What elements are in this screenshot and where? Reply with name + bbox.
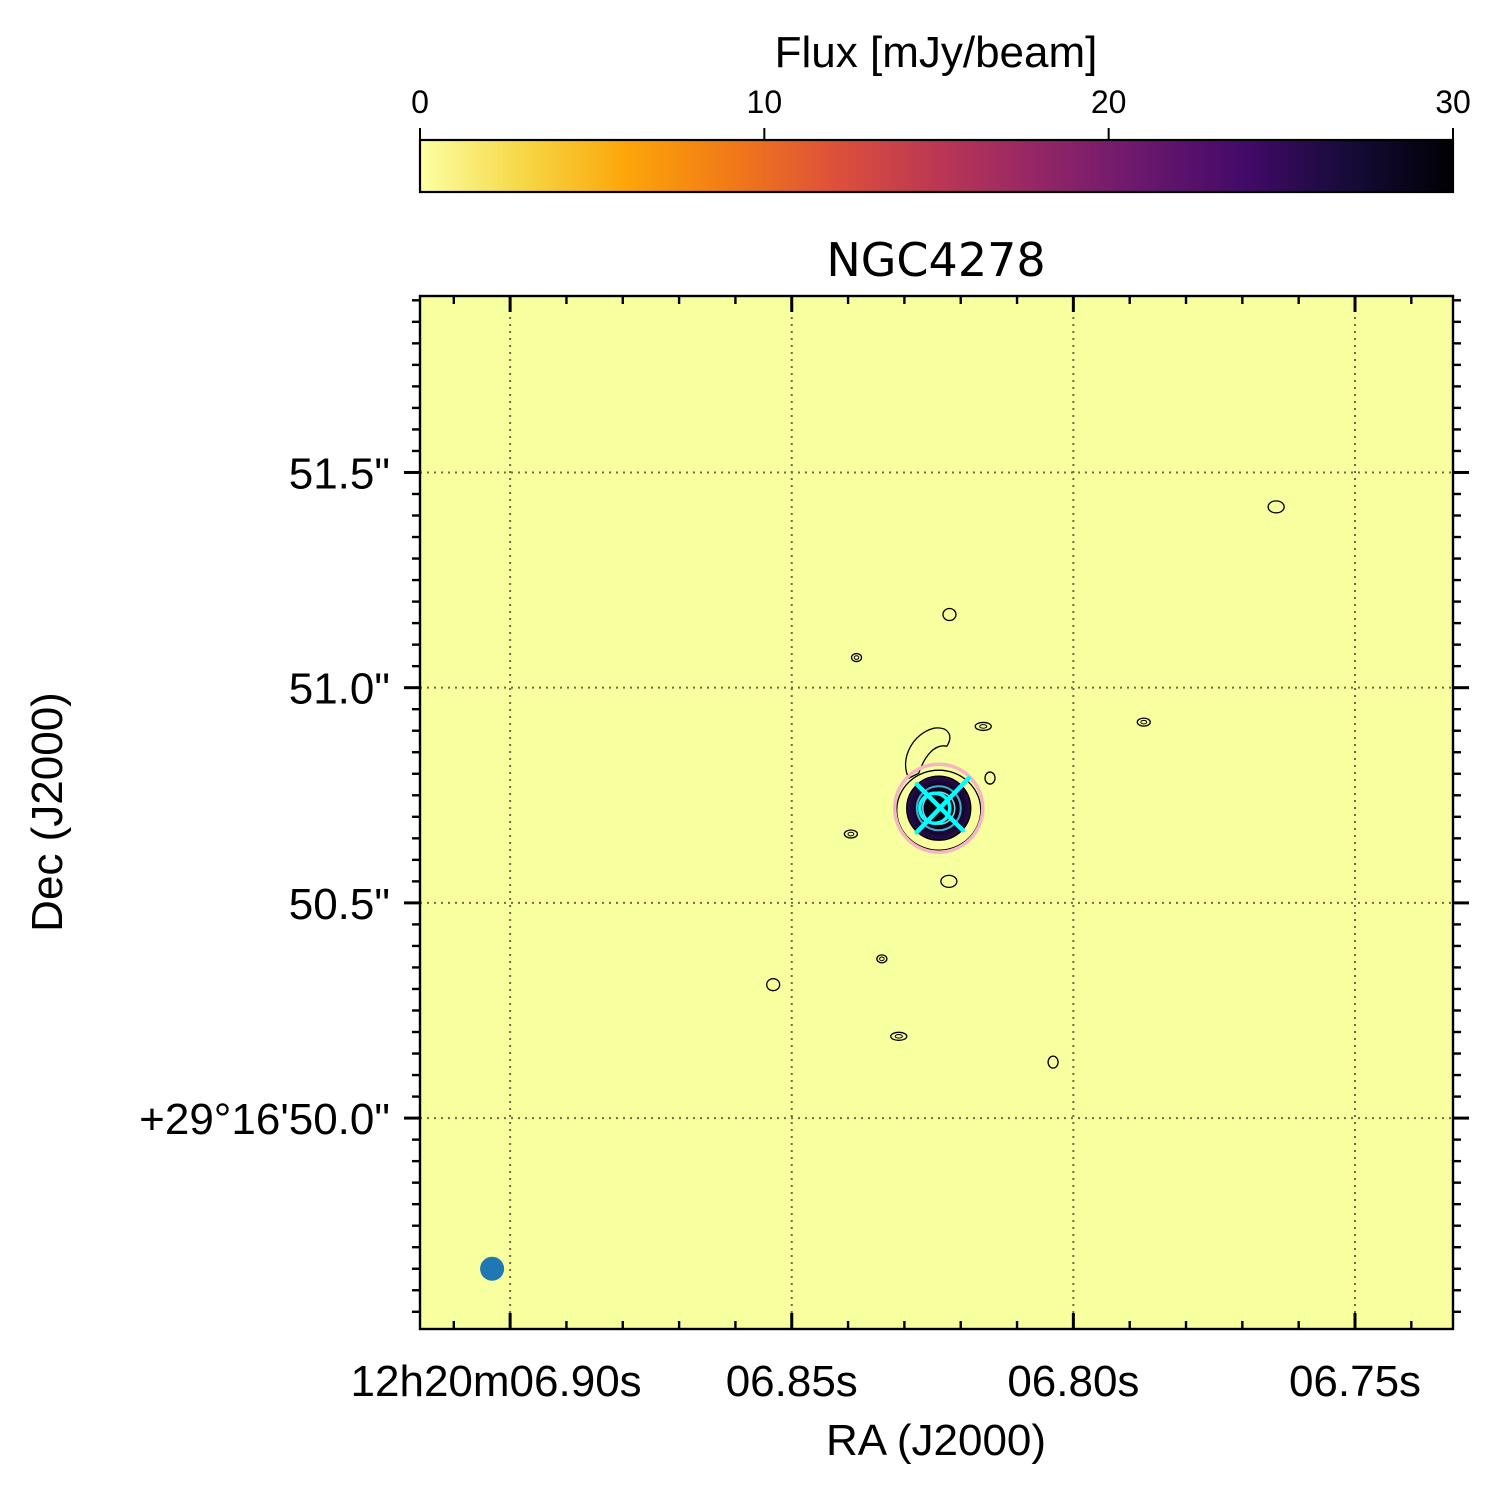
y-axis-label: Dec (J2000) bbox=[23, 692, 72, 932]
x-tick-label-2: 06.85s bbox=[726, 1357, 858, 1406]
beam-marker bbox=[480, 1256, 505, 1281]
axis-ticks bbox=[404, 296, 1469, 1329]
colorbar-tick-label: 10 bbox=[747, 84, 783, 120]
contour-island bbox=[984, 771, 996, 785]
colorbar-ticks: 0 10 20 30 bbox=[411, 84, 1471, 140]
contour-island-inner bbox=[853, 655, 860, 660]
contour-island bbox=[942, 607, 957, 622]
contour-island bbox=[1267, 500, 1285, 514]
colorbar-tick-label: 30 bbox=[1435, 84, 1471, 120]
source-group bbox=[893, 727, 985, 854]
y-tick-label-3: 51.0" bbox=[289, 665, 390, 714]
plot-frame bbox=[418, 294, 1455, 1331]
colorbar-tick-label: 0 bbox=[411, 84, 429, 120]
colorbar-label: Flux [mJy/beam] bbox=[775, 28, 1098, 77]
y-tick-label-2: 50.5" bbox=[289, 880, 390, 929]
x-tick-label-3: 06.80s bbox=[1007, 1357, 1139, 1406]
cyan-cross-marker bbox=[914, 775, 972, 835]
contour-island bbox=[974, 721, 992, 732]
colorbar-tick-label: 20 bbox=[1091, 84, 1127, 120]
contour-island-inner bbox=[847, 831, 855, 837]
contour-island bbox=[890, 1031, 908, 1041]
contour-island bbox=[1136, 717, 1151, 727]
x-tick-label-4: 06.75s bbox=[1289, 1357, 1421, 1406]
contour-island bbox=[766, 978, 781, 992]
pink-circle-marker bbox=[893, 762, 985, 854]
cyan-circle-marker bbox=[918, 791, 952, 825]
y-tick-label-4: 51.5" bbox=[289, 449, 390, 498]
contour-island bbox=[843, 829, 859, 839]
chart-title: NGC4278 bbox=[826, 233, 1045, 287]
contour-island bbox=[850, 652, 863, 663]
y-tick-label-1: +29°16'50.0" bbox=[139, 1095, 390, 1144]
contour-island bbox=[1047, 1055, 1059, 1069]
contours bbox=[766, 500, 1285, 1069]
contour-island-inner bbox=[879, 956, 885, 962]
contour-island-inner bbox=[979, 724, 988, 729]
x-tick-label-1: 12h20m06.90s bbox=[351, 1357, 642, 1406]
plot-content bbox=[420, 296, 1453, 1329]
contour-island-inner bbox=[1140, 719, 1148, 725]
contour-island bbox=[876, 954, 888, 964]
contour-island-inner bbox=[894, 1034, 903, 1039]
contour-lobe bbox=[904, 727, 951, 780]
colorbar: Flux [mJy/beam] 0 10 20 30 bbox=[411, 28, 1471, 194]
contour-outer bbox=[896, 769, 982, 851]
colorbar-gradient bbox=[418, 138, 1455, 194]
contour-cyan-ring bbox=[915, 785, 962, 832]
contour-island bbox=[940, 874, 958, 889]
x-axis-label: RA (J2000) bbox=[826, 1416, 1046, 1465]
